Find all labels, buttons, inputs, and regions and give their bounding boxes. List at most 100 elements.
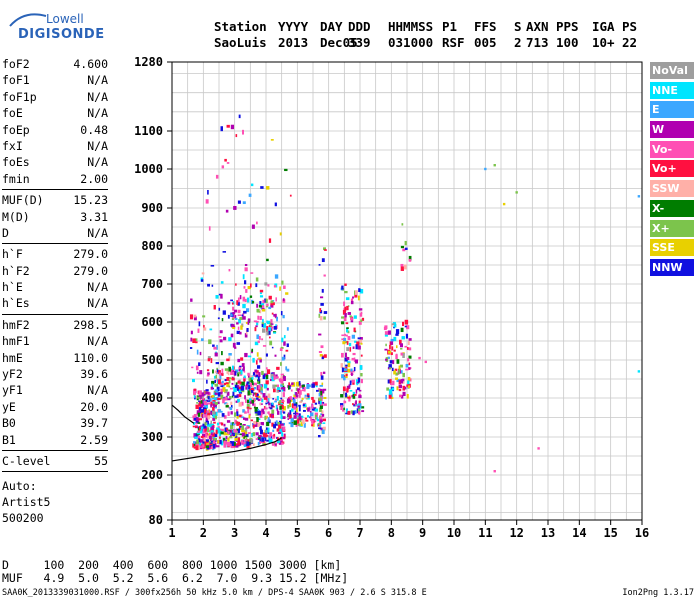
echo-point [241,425,245,430]
echo-point [403,264,407,270]
echo-point [244,352,248,358]
echo-point [204,433,208,438]
echo-point [387,356,390,359]
param-row: fxI N/A [2,139,108,155]
echo-point [230,313,233,317]
auto-label: Auto: [2,479,37,493]
echo-point [279,286,281,291]
x-tick-label: 9 [419,526,426,540]
echo-point [212,369,214,374]
echo-point [347,330,350,334]
echo-point [260,397,262,401]
echo-point [288,385,290,390]
echo-point [257,315,260,320]
echo-point [352,391,356,395]
echo-point [255,392,259,398]
echo-point [234,371,237,376]
echo-point [390,324,393,327]
echo-point [237,437,241,442]
echo-point [251,300,255,304]
echo-point [258,434,262,438]
param-row: h`E N/A [2,280,108,296]
echo-point [391,367,394,372]
echo-point [346,387,349,393]
echo-point [319,384,323,387]
echo-point [355,403,358,407]
echo-point [340,363,343,368]
legend-noval: NoVal [650,62,694,79]
echo-point [315,385,318,388]
echo-point [217,397,221,400]
echo-point [255,360,258,365]
echo-point [352,411,355,416]
echo-point [228,269,231,272]
echo-point [384,348,388,351]
echo-point [389,379,392,384]
echo-point [347,336,351,341]
echo-point [395,377,399,380]
echo-point [238,394,242,398]
echo-point [353,315,357,319]
echo-point [252,392,255,397]
echo-point [233,388,237,393]
echo-point [211,380,215,385]
echo-point [237,421,241,425]
echo-point [250,183,254,187]
echo-point [282,406,286,411]
echo-point [198,400,202,406]
echo-point [271,405,275,408]
echo-point [358,395,362,399]
param-label: h`Es [2,296,30,311]
echo-point [260,392,263,395]
echo-point [250,383,254,387]
echo-point [255,374,259,377]
echo-point [280,423,284,426]
echo-point [257,408,260,411]
echo-point [391,346,394,351]
echo-point [256,417,259,422]
echo-point [400,245,405,249]
echo-point [257,422,261,427]
echo-point [267,284,270,287]
echo-point [272,398,275,400]
echo-point [247,372,250,376]
echo-point [323,316,326,320]
echo-point [252,443,255,446]
echo-point [351,357,354,361]
echo-point [232,311,236,315]
echo-point [400,266,404,271]
echo-point [272,384,276,389]
echo-point [257,381,259,384]
echo-point [232,423,236,426]
echo-point [274,384,277,387]
echo-point [293,396,298,399]
logo-line1: Lowell [46,12,84,26]
echo-point [251,348,254,352]
echo-point [211,431,213,436]
echo-point [217,370,221,374]
echo-point [317,422,321,425]
echo-point [360,373,363,377]
echo-point [239,295,242,300]
echo-point [225,209,229,213]
echo-point [246,297,250,303]
echo-point [280,311,283,316]
echo-point [199,409,203,414]
param-value: 0.48 [80,122,108,137]
echo-point [306,415,310,418]
echo-point [248,391,252,396]
echo-point [484,167,487,171]
echo-point [298,404,301,407]
echo-point [248,377,251,382]
echo-point [222,310,226,315]
x-tick-label: 7 [356,526,363,540]
echo-point [247,318,251,322]
echo-point [408,338,412,341]
echo-point [219,436,221,439]
echo-point [267,320,271,325]
echo-point [190,330,193,335]
logo-swoosh-icon [9,13,47,27]
echo-point [235,400,238,403]
echo-point [262,299,265,304]
echo-point [323,274,326,277]
